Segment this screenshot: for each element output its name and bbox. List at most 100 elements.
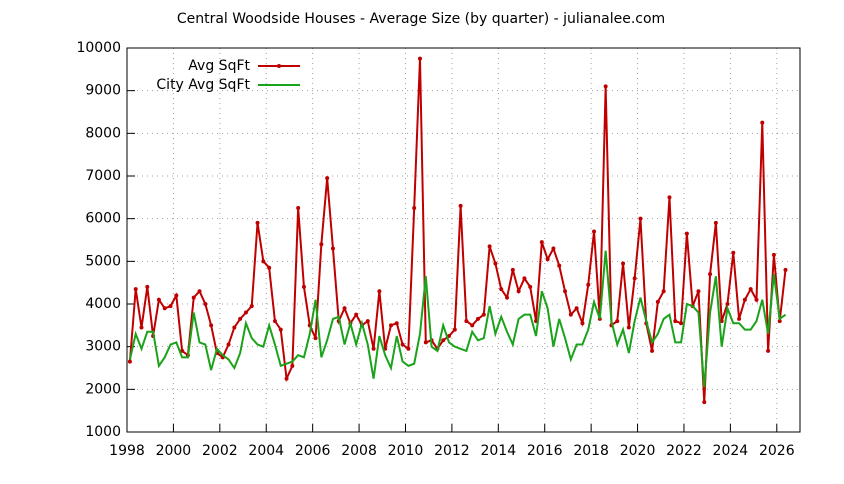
- data-point: [487, 244, 492, 249]
- x-tick-label: 2008: [341, 443, 377, 459]
- data-point: [777, 319, 782, 324]
- data-point: [545, 257, 550, 262]
- data-point: [632, 276, 637, 281]
- data-point: [325, 176, 330, 181]
- data-point: [423, 340, 428, 345]
- data-point: [313, 336, 318, 341]
- data-point: [580, 321, 585, 326]
- data-point: [354, 312, 359, 317]
- legend-label: City Avg SqFt: [156, 77, 250, 93]
- y-tick-label: 2000: [85, 381, 121, 397]
- y-tick-label: 7000: [85, 168, 121, 184]
- data-point: [673, 319, 678, 324]
- data-point: [278, 327, 283, 332]
- data-point: [655, 299, 660, 304]
- data-point: [702, 400, 707, 405]
- data-point: [209, 323, 214, 328]
- data-point: [551, 246, 556, 251]
- data-point: [748, 287, 753, 292]
- data-point: [476, 316, 481, 321]
- x-tick-label: 2022: [666, 443, 702, 459]
- data-point: [197, 289, 202, 294]
- data-point: [684, 231, 689, 236]
- x-tick-label: 2020: [620, 443, 656, 459]
- data-point: [156, 297, 161, 302]
- data-point: [621, 261, 626, 266]
- legend-marker: [277, 64, 281, 68]
- data-point: [394, 321, 399, 326]
- data-point: [168, 304, 173, 309]
- data-point: [760, 120, 765, 125]
- data-point: [301, 284, 306, 289]
- data-point: [574, 306, 579, 311]
- data-point: [330, 246, 335, 251]
- y-tick-label: 3000: [85, 339, 121, 355]
- data-point: [249, 304, 254, 309]
- x-tick-label: 2000: [156, 443, 192, 459]
- data-point: [568, 312, 573, 317]
- legend-label: Avg SqFt: [188, 58, 250, 74]
- data-point: [377, 289, 382, 294]
- data-point: [162, 306, 167, 311]
- data-point: [261, 259, 266, 264]
- series-line: [128, 58, 787, 403]
- data-point: [203, 302, 208, 306]
- data-point: [371, 346, 376, 351]
- chart-title: Central Woodside Houses - Average Size (…: [177, 11, 665, 27]
- data-point: [615, 319, 620, 324]
- data-point: [725, 302, 730, 306]
- data-point: [493, 261, 498, 266]
- data-point: [667, 195, 672, 200]
- data-point: [470, 323, 475, 328]
- x-tick-label: 2026: [759, 443, 795, 459]
- data-point: [638, 216, 643, 221]
- data-point: [679, 321, 684, 326]
- data-point: [412, 206, 417, 210]
- data-point: [290, 363, 295, 368]
- x-tick-label: 1998: [109, 443, 145, 459]
- data-point: [441, 338, 446, 343]
- data-point: [510, 267, 515, 272]
- y-tick-label: 1000: [85, 424, 121, 440]
- x-tick-label: 2016: [527, 443, 563, 459]
- y-tick-label: 8000: [85, 125, 121, 141]
- x-tick-label: 2010: [388, 443, 424, 459]
- x-tick-label: 2002: [202, 443, 238, 459]
- data-point: [528, 284, 533, 289]
- data-point: [783, 267, 788, 272]
- data-point: [557, 263, 562, 268]
- plot-frame: [126, 47, 801, 433]
- data-point: [708, 272, 713, 277]
- y-tick-label: 5000: [85, 253, 121, 269]
- x-tick-label: 2024: [713, 443, 749, 459]
- data-point: [563, 289, 568, 294]
- x-tick-label: 2012: [434, 443, 470, 459]
- data-point: [766, 348, 771, 353]
- data-point: [238, 316, 243, 321]
- data-point: [696, 289, 701, 294]
- data-point: [232, 325, 237, 330]
- data-point: [464, 319, 469, 324]
- data-point: [603, 84, 608, 89]
- data-point: [145, 284, 150, 289]
- data-point: [272, 319, 277, 324]
- data-point: [342, 306, 347, 311]
- data-point: [499, 287, 504, 292]
- data-point: [539, 240, 544, 245]
- data-point: [522, 276, 527, 281]
- data-point: [180, 348, 185, 353]
- data-point: [267, 265, 272, 270]
- data-point: [127, 359, 132, 364]
- data-point: [255, 220, 260, 225]
- data-point: [771, 252, 776, 257]
- data-point: [731, 250, 736, 255]
- data-point: [400, 342, 405, 347]
- data-point: [226, 342, 231, 347]
- data-point: [406, 346, 411, 351]
- x-tick-label: 2006: [295, 443, 331, 459]
- y-tick-label: 9000: [85, 83, 121, 99]
- data-point: [626, 325, 631, 330]
- data-point: [737, 316, 742, 321]
- data-point: [586, 282, 591, 287]
